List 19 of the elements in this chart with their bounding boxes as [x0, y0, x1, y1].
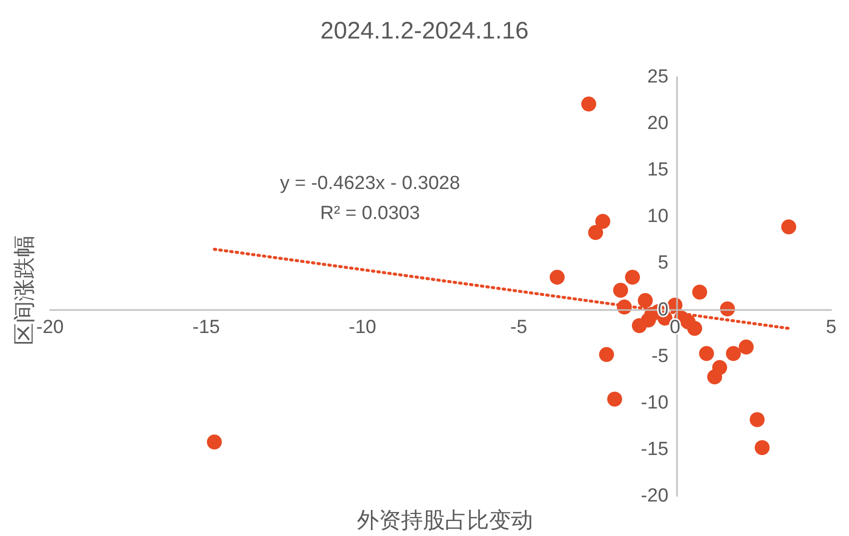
x-tick-label: -15 [192, 316, 220, 338]
x-tick-label: -5 [510, 316, 528, 338]
x-tick-label: 5 [826, 316, 837, 338]
y-tick-label: 25 [647, 66, 668, 88]
y-tick-label: 10 [647, 206, 668, 228]
y-tick-label: -15 [640, 438, 668, 460]
y-tick-label: -5 [651, 346, 668, 367]
annotation: R² = 0.0303 [320, 203, 420, 224]
y-tick-label: 5 [658, 252, 668, 274]
y-axis-title: 区间涨跌幅 [12, 235, 38, 345]
y-tick-label: 20 [647, 113, 668, 134]
annotation: y = -0.4623x - 0.3028 [280, 173, 460, 194]
y-tick-label: -10 [640, 392, 668, 414]
chart-title: 2024.1.2-2024.1.16 [320, 18, 529, 44]
x-tick-label: -10 [348, 316, 376, 338]
y-tick-label: 15 [647, 160, 668, 181]
y-tick-label: -20 [640, 486, 668, 506]
x-axis-title: 外资持股占比变动 [357, 508, 533, 534]
x-tick-label: -20 [36, 316, 64, 338]
